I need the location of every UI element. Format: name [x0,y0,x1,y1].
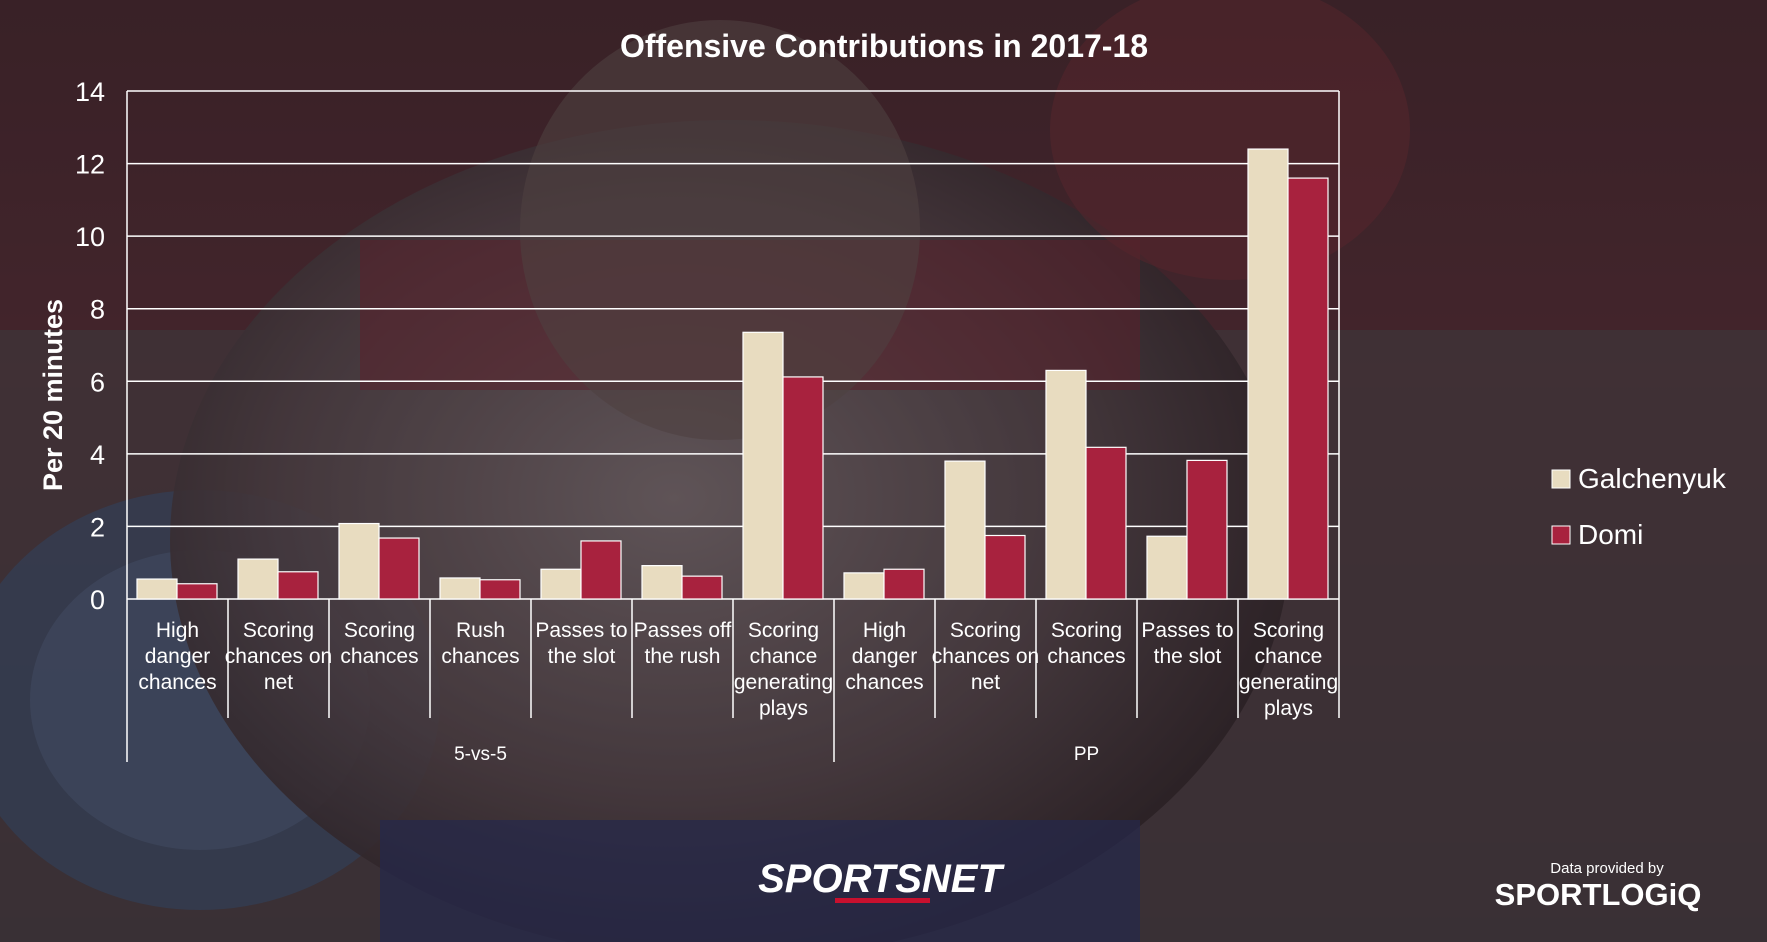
bar-domi [984,534,1026,600]
bar-domi [681,575,723,600]
bar-galchenyuk [1247,148,1289,600]
x-tick-label: chance [1255,645,1323,668]
x-tick-label: danger [852,645,917,668]
x-tick-label: chances [441,645,519,668]
legend-swatch-galchenyuk [1551,469,1571,489]
x-tick-label: net [971,671,1000,694]
bar-domi [580,540,622,600]
x-tick-label: chances [340,645,418,668]
sportlogiq-logo: SPORTLOGiQ [1495,877,1702,912]
bar-domi [1085,446,1127,600]
sportsnet-logo-swoosh [835,898,930,903]
legend-label-galchenyuk: Galchenyuk [1578,463,1727,494]
x-tick-label: chance [750,645,818,668]
x-tick-label: generating [734,671,833,694]
bar-galchenyuk [439,577,481,600]
x-tick-label: generating [1239,671,1338,694]
bar-galchenyuk [1045,369,1087,600]
group-label: 5-vs-5 [454,744,507,765]
x-tick-label: plays [759,697,808,720]
bar-domi [883,568,925,600]
x-tick-label: danger [145,645,210,668]
x-tick-label: Passes to [1141,619,1233,642]
x-tick-label: net [264,671,293,694]
bar-domi [277,571,319,600]
bar-galchenyuk [944,460,986,600]
x-tick-label: plays [1264,697,1313,720]
x-tick-label: Scoring [344,619,415,642]
y-axis-label: Per 20 minutes [38,299,68,491]
x-tick-label: Passes off [634,619,732,642]
bars [136,148,1329,600]
bar-galchenyuk [843,572,885,600]
x-tick-label: chances on [225,645,332,668]
group-label: PP [1074,744,1099,765]
bar-galchenyuk [338,522,380,600]
x-tick-label: chances [845,671,923,694]
x-tick-label: High [863,619,906,642]
y-tick-label: 4 [90,440,105,470]
x-tick-label: the rush [645,645,721,668]
y-tick-label: 10 [75,222,105,252]
sportsnet-logo: SPORTSNET [758,857,1005,901]
x-tick-label: Scoring [243,619,314,642]
x-tick-label: Scoring [748,619,819,642]
bar-domi [782,376,824,600]
chart-title: Offensive Contributions in 2017-18 [620,28,1148,64]
x-tick-label: chances [138,671,216,694]
bar-domi [1186,459,1228,600]
bar-galchenyuk [1146,535,1188,600]
bar-domi [1287,177,1329,600]
x-tick-label: Rush [456,619,505,642]
x-tick-label: High [156,619,199,642]
bar-domi [176,583,218,600]
legend-swatch-domi [1551,525,1571,545]
bar-galchenyuk [540,568,582,600]
bar-domi [479,579,521,600]
y-axis-ticks: 0 2 4 6 8 10 12 14 [75,77,105,615]
y-tick-label: 8 [90,295,105,325]
bar-galchenyuk [237,558,279,600]
x-tick-label: Scoring [1253,619,1324,642]
bar-galchenyuk [641,565,683,600]
x-tick-label: chances [1047,645,1125,668]
data-provided-by-label: Data provided by [1550,860,1664,877]
bar-galchenyuk [742,331,784,600]
x-tick-label: Scoring [950,619,1021,642]
x-tick-label: chances on [932,645,1039,668]
x-axis-labels: High danger chances Scoring chances on net Sco… [138,599,1340,765]
y-tick-label: 12 [75,150,105,180]
y-tick-label: 2 [90,512,105,542]
y-tick-label: 14 [75,77,105,107]
bar-domi [378,537,420,600]
y-tick-label: 0 [90,585,105,615]
bar-galchenyuk [136,578,178,600]
x-tick-label: Scoring [1051,619,1122,642]
x-tick-label: Passes to [535,619,627,642]
legend-label-domi: Domi [1578,519,1643,550]
y-tick-label: 6 [90,367,105,397]
x-tick-label: the slot [1154,645,1222,668]
legend: Galchenyuk Domi [1551,463,1727,550]
x-tick-label: the slot [548,645,616,668]
